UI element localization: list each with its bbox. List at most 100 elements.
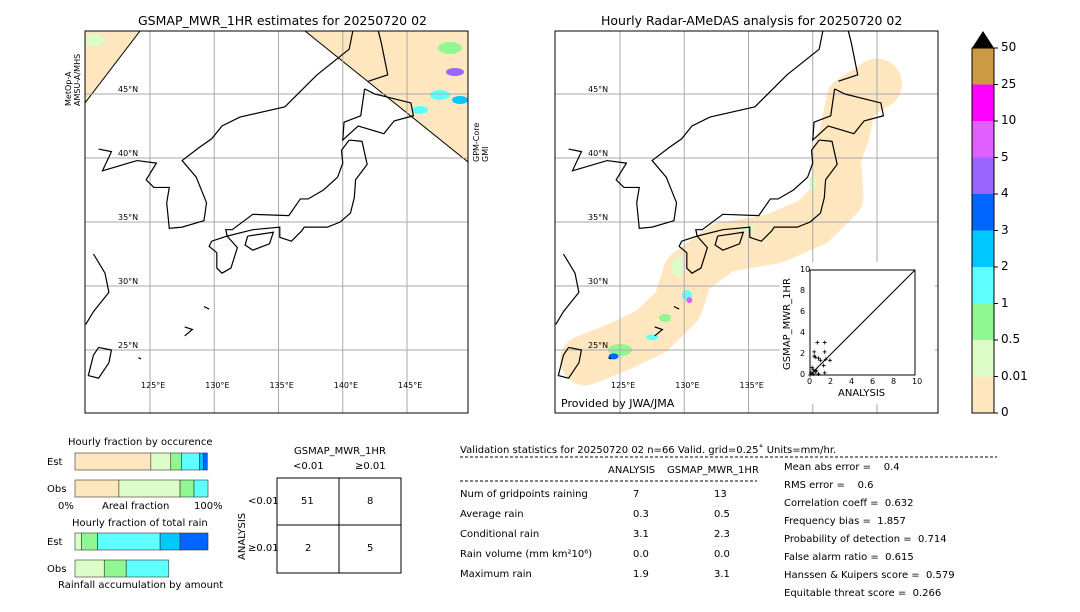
left-sensor-label: MetOp-A AMSU-A/MHS: [64, 53, 82, 106]
scatter-point: [815, 340, 820, 345]
col-header-2: ≥0.01: [355, 461, 386, 472]
map-frame: [84, 30, 469, 414]
gsmap-map: [84, 30, 469, 414]
score-line: Correlation coeff = 0.632: [784, 498, 914, 509]
coastline: [714, 231, 745, 251]
scatter-point: [813, 355, 818, 360]
gsmap-map-content: [85, 31, 468, 413]
col-header-1: <0.01: [293, 461, 324, 472]
fraction-bar-segment: [150, 452, 172, 471]
stats-row-analysis: 1.9: [633, 569, 649, 580]
scatter-y-tick: 10: [800, 265, 811, 274]
colorbar-segment: [972, 194, 994, 231]
coastline: [184, 326, 194, 337]
map-frame: [554, 30, 939, 414]
rain-title: Hourly fraction of total rain: [72, 518, 208, 529]
contingency-title: GSMAP_MWR_1HR: [294, 446, 386, 457]
stats-row-label: Average rain: [460, 509, 524, 520]
score-line: False alarm ratio = 0.615: [784, 552, 914, 563]
fraction-bar-segment: [103, 559, 127, 578]
occ-est-label: Est: [47, 457, 63, 468]
colorbar-segment: [972, 121, 994, 158]
stats-row-label: Conditional rain: [460, 529, 540, 540]
coastline: [368, 31, 389, 82]
rain-blob: [430, 90, 450, 100]
longitude-label: 145°E: [398, 381, 423, 390]
fraction-bar-segment: [74, 532, 82, 551]
occ-xlabel: Areal fraction: [102, 501, 170, 512]
colorbar-over-triangle: [972, 31, 994, 48]
stats-row-gsmap: 2.3: [714, 529, 730, 540]
score-line: RMS error = 0.6: [784, 480, 874, 491]
scatter-point: [821, 363, 826, 368]
colorbar-label: 10: [1001, 113, 1017, 127]
coastline: [557, 346, 583, 379]
latitude-label: 25°N: [588, 341, 609, 350]
coastline: [85, 253, 110, 325]
row-axis-label: ANALYSIS: [237, 512, 248, 560]
colorbar-label: 50: [1001, 40, 1017, 54]
scatter-point: [812, 349, 817, 354]
swath-edge: [85, 31, 141, 104]
scatter-point: [811, 367, 816, 372]
radar-map-content: [555, 31, 938, 413]
longitude-label: 125°E: [611, 381, 636, 390]
scatter-point: [822, 349, 827, 354]
coastline: [244, 231, 275, 251]
scatter-x-tick: 0: [807, 377, 813, 386]
rain-blob: [452, 96, 468, 104]
longitude-label: 135°E: [269, 381, 294, 390]
score-line: Frequency bias = 1.857: [784, 516, 906, 527]
fraction-bar-segment: [74, 559, 105, 578]
scatter-y-tick: 2: [800, 349, 806, 358]
latitude-label: 45°N: [118, 85, 139, 94]
cell-false-alarm: 8: [367, 496, 374, 507]
scatter-y-tick: 6: [800, 307, 806, 316]
colorbar-label: 3: [1001, 222, 1009, 237]
coastline: [673, 305, 680, 310]
fraction-bar-segment: [125, 559, 170, 578]
coastline: [608, 357, 612, 360]
left-map-title: GSMAP_MWR_1HR estimates for 20250720 02: [138, 13, 427, 28]
coastline: [812, 88, 885, 142]
rain-blob: [658, 314, 671, 322]
coastline: [87, 346, 113, 379]
scatter-point: [822, 340, 827, 345]
latitude-label: 40°N: [118, 149, 139, 158]
fraction-bar-segment: [170, 452, 182, 471]
scatter-y-tick: 8: [800, 286, 806, 295]
colorbar-segment: [972, 376, 994, 413]
longitude-label: 135°E: [739, 381, 764, 390]
colorbar-label: 25: [1001, 76, 1017, 91]
fraction-bar-segment: [74, 479, 120, 498]
coastline: [203, 305, 210, 310]
latitude-label: 30°N: [588, 277, 609, 286]
latitude-label: 35°N: [118, 213, 139, 222]
scatter-point: [827, 358, 832, 363]
colorbar-segment: [972, 48, 994, 85]
scatter-x-tick: 6: [870, 377, 876, 386]
colorbar-label: 0: [1001, 405, 1009, 419]
occurrence-title: Hourly fraction by occurence: [68, 437, 213, 448]
coastline: [342, 88, 415, 142]
rain-blob: [671, 256, 684, 277]
coastline: [695, 139, 838, 242]
rain-blob: [412, 106, 428, 114]
longitude-label: 130°E: [205, 381, 230, 390]
latitude-label: 25°N: [118, 341, 139, 350]
stats-row-analysis: 0.0: [633, 549, 649, 560]
colorbar-segment: [972, 84, 994, 121]
coastline: [838, 31, 859, 82]
fraction-bar-segment: [97, 532, 161, 551]
colorbar-label: 0.01: [1001, 368, 1028, 383]
coastline: [568, 31, 824, 230]
cell-miss: 2: [305, 543, 312, 554]
latitude-label: 30°N: [118, 277, 139, 286]
score-line: Hanssen & Kuipers score = 0.579: [784, 570, 955, 581]
stats-row-gsmap: 0.5: [714, 509, 730, 520]
cell-hits-nn: 51: [301, 496, 314, 507]
occ-max-label: 100%: [194, 501, 223, 512]
rain-blob: [686, 297, 693, 304]
scatter-point: [816, 371, 821, 376]
